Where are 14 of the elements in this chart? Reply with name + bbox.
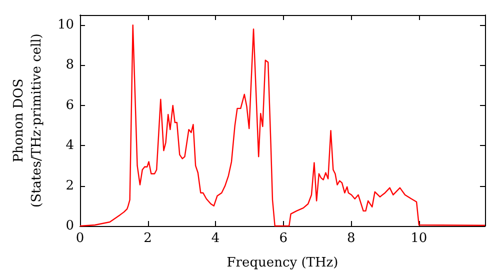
x-tick-label: 10 — [410, 231, 428, 246]
x-tick-label: 0 — [76, 231, 84, 246]
y-axis-title: Phonon DOS (States/THz·primitive cell) — [12, 33, 44, 208]
y-tick-label: 2 — [66, 178, 74, 194]
y-tick-label: 8 — [66, 58, 74, 73]
x-tick-label: 4 — [211, 231, 220, 246]
y-tick-label: 0 — [66, 218, 74, 234]
x-tick-label: 8 — [346, 231, 356, 246]
x-axis-title: Frequency (THz) — [226, 256, 338, 270]
x-tick-label: 6 — [279, 231, 288, 246]
y-tick-label: 6 — [66, 98, 74, 113]
x-tick-label: 2 — [144, 231, 152, 246]
y-tick-label: 4 — [66, 138, 74, 154]
y-tick-label: 10 — [57, 18, 74, 33]
